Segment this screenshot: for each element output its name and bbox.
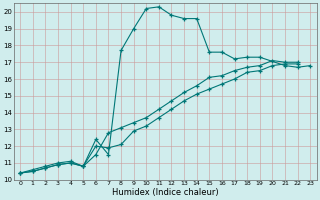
X-axis label: Humidex (Indice chaleur): Humidex (Indice chaleur): [112, 188, 219, 197]
